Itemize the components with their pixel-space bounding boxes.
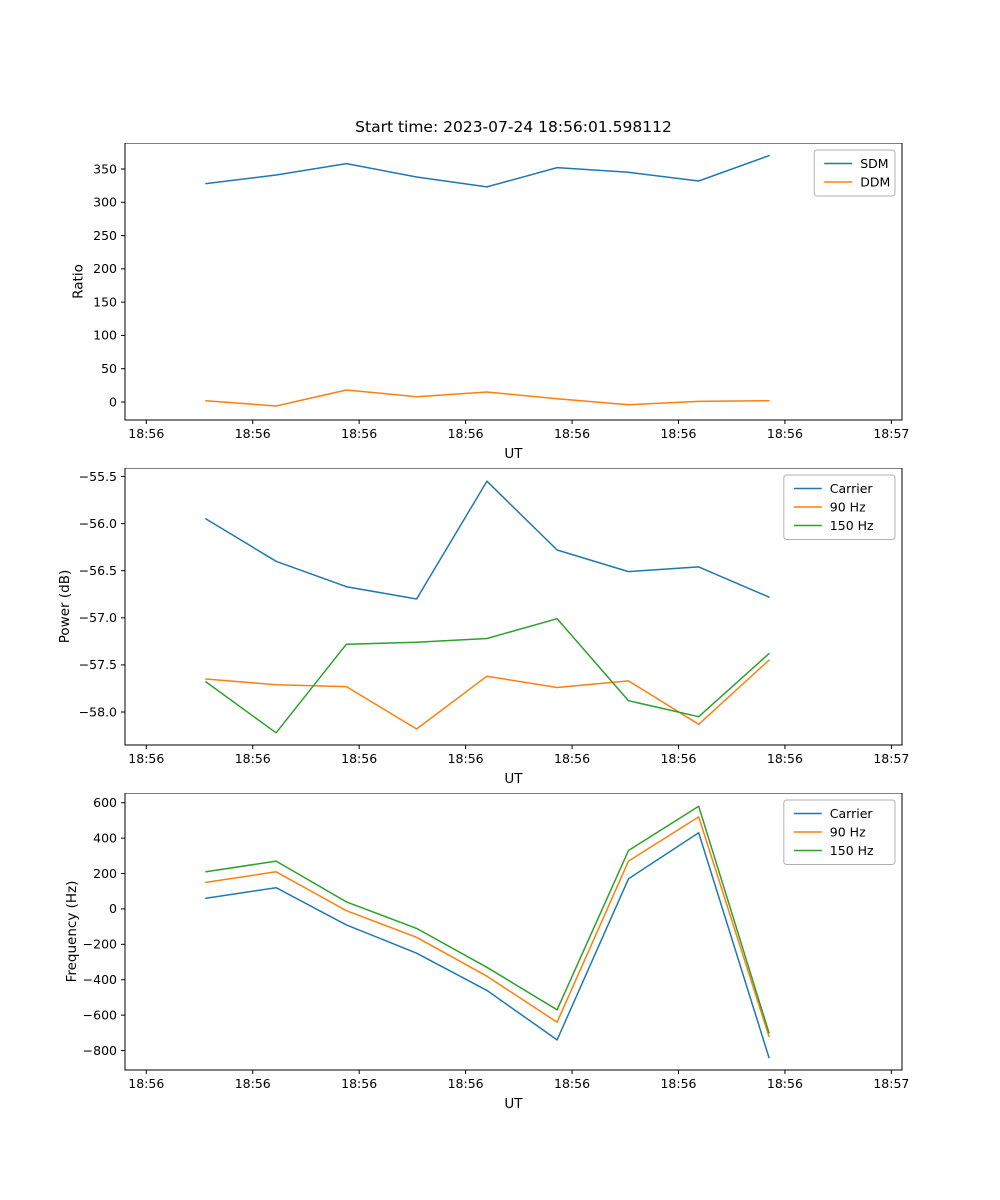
series-line-carrier [205, 480, 770, 600]
series-line-90-hz [205, 659, 770, 730]
subplot-power: 18:56 18:56 18:56 18:56 18:56 18:56 18:56 18:57… [0, 467, 1000, 813]
chart-canvas: 18:56 18:56 18:56 18:56 18:56 18:56 18:56 18:57… [64, 792, 909, 1112]
y-tick-label: −55.5 [79, 469, 117, 484]
legend-box [813, 149, 896, 197]
y-tick-label: 200 [93, 866, 117, 881]
y-tick-label: 250 [93, 228, 117, 243]
series-line-150-hz [205, 805, 770, 1034]
y-tick-label: 0 [109, 901, 117, 916]
y-tick-label: −57.5 [79, 657, 117, 672]
series-line-90-hz [205, 816, 770, 1038]
subplot-frequency: 18:56 18:56 18:56 18:56 18:56 18:56 18:56 18:57… [0, 792, 1000, 1138]
x-tick-label: 18:56 [341, 751, 377, 766]
legend-label: 90 Hz [830, 499, 866, 514]
x-tick-label: 18:56 [660, 1076, 696, 1091]
legend-box [783, 799, 896, 865]
figure-title: Start time: 2023-07-24 18:56:01.598112 [355, 118, 672, 136]
x-tick-label: 18:57 [873, 426, 909, 441]
y-tick-label: −200 [83, 937, 117, 952]
x-axis-label: UT [504, 1096, 523, 1112]
y-tick-label: 100 [93, 328, 117, 343]
legend-label: Carrier [830, 806, 874, 821]
legend-label: 150 Hz [830, 518, 874, 533]
y-tick-label: −800 [83, 1043, 117, 1058]
series-line-carrier [205, 832, 770, 1059]
x-tick-label: 18:56 [128, 751, 164, 766]
legend-label: Carrier [830, 481, 874, 496]
series-line-sdm [205, 154, 770, 188]
x-tick-label: 18:56 [660, 751, 696, 766]
y-tick-label: −56.5 [79, 563, 117, 578]
x-tick-label: 18:56 [235, 1076, 271, 1091]
x-axis-label: UT [504, 771, 523, 787]
y-tick-label: 300 [93, 195, 117, 210]
y-tick-label: −56.0 [79, 516, 117, 531]
x-tick-label: 18:57 [873, 751, 909, 766]
y-tick-label: −400 [83, 972, 117, 987]
subplot-ratio: 18:56 18:56 18:56 18:56 18:56 18:56 18:56 18:57… [0, 142, 1000, 488]
x-tick-label: 18:57 [873, 1076, 909, 1091]
y-tick-label: 150 [93, 294, 117, 309]
chart-canvas: 18:56 18:56 18:56 18:56 18:56 18:56 18:56 18:57… [57, 467, 909, 787]
y-tick-label: −600 [83, 1007, 117, 1022]
x-tick-label: 18:56 [554, 751, 590, 766]
y-axis-label: Power (dB) [57, 570, 73, 643]
legend-box [783, 474, 896, 540]
x-tick-label: 18:56 [128, 1076, 164, 1091]
legend-label: DDM [860, 174, 890, 189]
y-tick-label: 200 [93, 261, 117, 276]
plot-frame [124, 467, 903, 746]
x-tick-label: 18:56 [341, 426, 377, 441]
y-tick-label: 50 [101, 361, 117, 376]
x-tick-label: 18:56 [128, 426, 164, 441]
y-tick-label: 600 [93, 795, 117, 810]
y-tick-label: 400 [93, 830, 117, 845]
x-tick-label: 18:56 [235, 751, 271, 766]
x-tick-label: 18:56 [448, 1076, 484, 1091]
x-tick-label: 18:56 [448, 751, 484, 766]
x-tick-label: 18:56 [767, 426, 803, 441]
y-tick-label: −57.0 [79, 610, 117, 625]
x-tick-label: 18:56 [448, 426, 484, 441]
series-line-ddm [205, 389, 770, 407]
legend-label: 150 Hz [830, 843, 874, 858]
plot-frame [124, 142, 903, 421]
plot-frame [124, 792, 903, 1071]
y-tick-label: 0 [109, 394, 117, 409]
y-axis-label: Ratio [71, 264, 87, 299]
y-axis-label: Frequency (Hz) [64, 881, 80, 983]
x-tick-label: 18:56 [554, 426, 590, 441]
x-tick-label: 18:56 [767, 1076, 803, 1091]
x-axis-label: UT [504, 446, 523, 462]
x-tick-label: 18:56 [660, 426, 696, 441]
y-tick-label: −58.0 [79, 704, 117, 719]
x-tick-label: 18:56 [341, 1076, 377, 1091]
x-tick-label: 18:56 [767, 751, 803, 766]
chart-canvas: 18:56 18:56 18:56 18:56 18:56 18:56 18:56 18:57… [71, 142, 909, 462]
y-tick-label: 350 [93, 161, 117, 176]
series-line-150-hz [205, 617, 770, 734]
legend-label: 90 Hz [830, 824, 866, 839]
x-tick-label: 18:56 [235, 426, 271, 441]
legend-label: SDM [860, 156, 888, 171]
x-tick-label: 18:56 [554, 1076, 590, 1091]
